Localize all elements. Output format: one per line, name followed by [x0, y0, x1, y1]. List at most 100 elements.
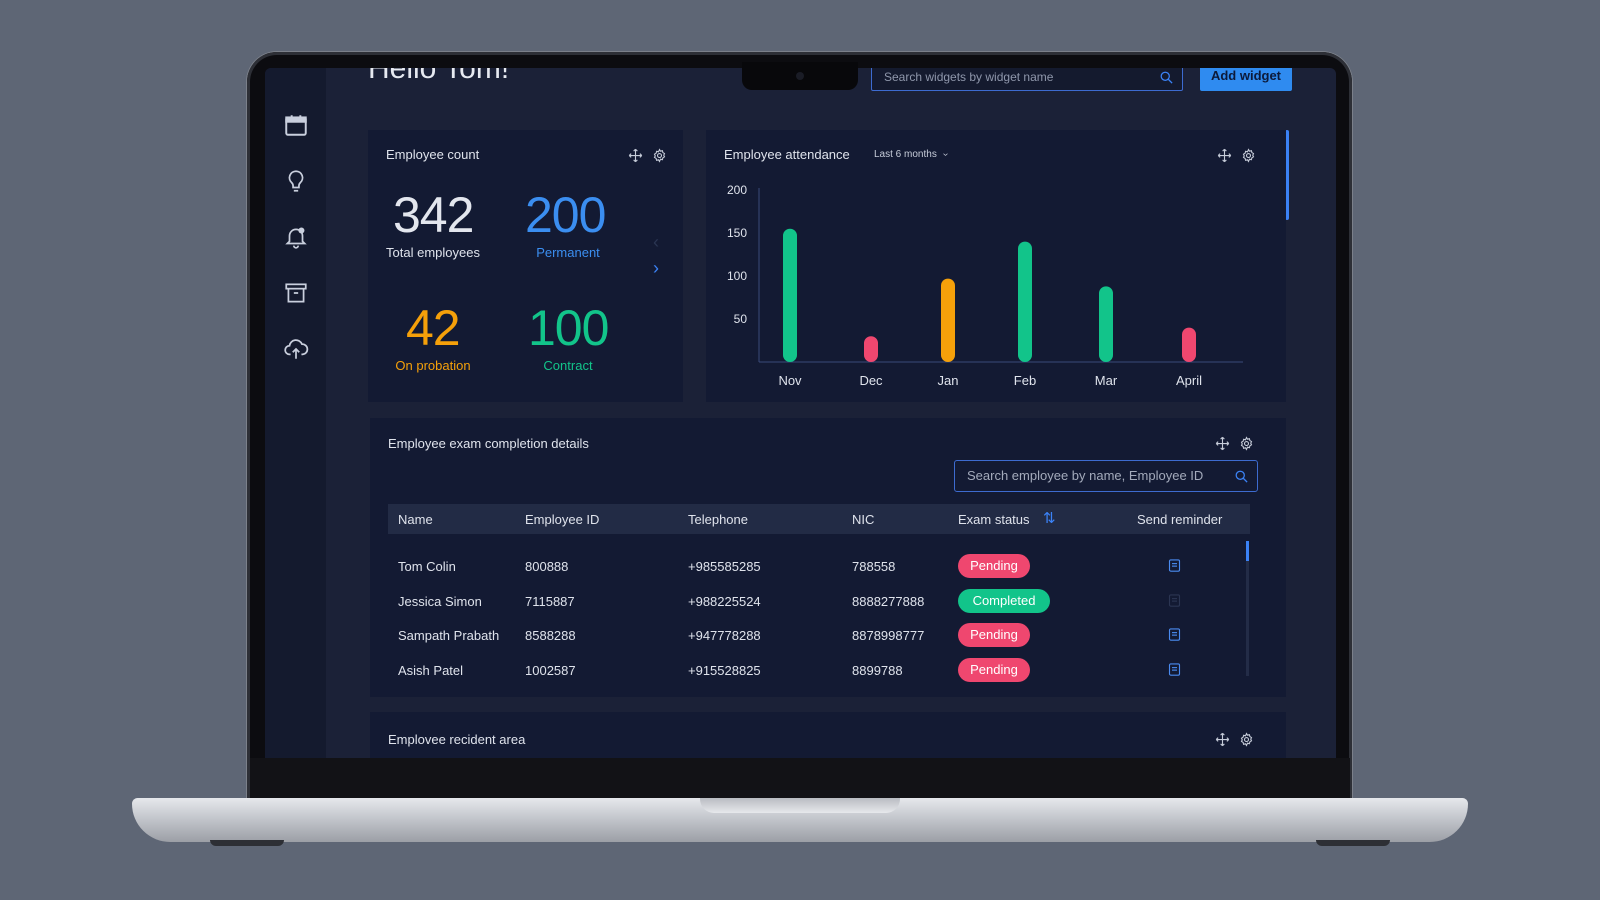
table-cell-phone: +915528825 [688, 662, 761, 678]
y-tick-label: 50 [734, 312, 748, 326]
gear-icon[interactable] [1241, 148, 1256, 163]
contract-label: Contract [543, 358, 593, 373]
widget-search-input[interactable]: Search widgets by widget name [871, 68, 1183, 91]
card-title: Emplovee recident area [388, 732, 526, 747]
y-tick-label: 200 [727, 183, 747, 197]
table-cell-phone: +985585285 [688, 559, 761, 574]
laptop-chin [250, 758, 1350, 798]
bar-mar[interactable] [1099, 286, 1113, 362]
laptop-foot [210, 840, 284, 846]
table-cell-id: 800888 [525, 559, 569, 574]
laptop-hinge [700, 798, 900, 813]
camera-notch [742, 62, 858, 90]
table-cell-id: 8588288 [525, 628, 576, 643]
page-title: Hello Tom! [368, 68, 510, 85]
table-cell-name: Asish Patel [398, 662, 464, 678]
screen: Hello Tom! Search widgets by widget name… [265, 68, 1336, 758]
table-row: Jessica Simon 7115887 +988225524 8888277888… [388, 587, 1250, 617]
table-cell-name: Tom Colin [398, 559, 456, 574]
widget-search-placeholder: Search widgets by widget name [884, 70, 1054, 84]
employee-count-card: Employee count 342 Total employees 200 P… [368, 130, 683, 402]
x-tick-label: Feb [1014, 373, 1036, 388]
move-icon[interactable] [628, 148, 643, 163]
table-cell-name: Sampath Prabath [398, 628, 500, 643]
column-header[interactable]: Send reminder [1137, 512, 1223, 527]
column-header[interactable]: Telephone [688, 512, 748, 527]
probation-value: 42 [406, 300, 461, 356]
table-cell-id: 1002587 [525, 662, 576, 678]
calendar-icon[interactable] [283, 112, 309, 138]
x-tick-label: Jan [938, 373, 959, 388]
resident-area-card: Emplovee recident area [370, 712, 1286, 758]
sort-icon[interactable]: ⇅ [1043, 510, 1056, 527]
cloud-upload-icon[interactable] [283, 336, 309, 362]
x-tick-label: Mar [1095, 373, 1118, 388]
column-header[interactable]: Employee ID [525, 512, 600, 527]
add-widget-button[interactable]: Add widget [1200, 68, 1292, 91]
table-header: Name Employee ID Telephone NIC Exam stat… [388, 504, 1250, 534]
chevron-right-icon[interactable]: › [653, 258, 659, 278]
bar-jan[interactable] [941, 278, 955, 362]
search-icon [1235, 470, 1248, 483]
table-row: Tom Colin 800888 +985585285 788558 Pending [388, 552, 1250, 582]
send-reminder-icon[interactable] [1167, 627, 1182, 642]
table-scrollbar[interactable] [1246, 541, 1249, 676]
send-reminder-icon[interactable] [1167, 558, 1182, 573]
gear-icon[interactable] [1239, 732, 1254, 747]
probation-label: On probation [395, 358, 471, 373]
exam-details-card: Employee exam completion details Search … [370, 418, 1286, 697]
bar-april[interactable] [1182, 327, 1196, 362]
card-title: Employee attendance [724, 147, 850, 162]
chevron-left-icon[interactable]: ‹ [653, 232, 659, 252]
table-row: Sampath Prabath 8588288 +947778288 88789987… [388, 621, 1250, 651]
sidebar [265, 68, 326, 758]
archive-icon[interactable] [283, 280, 309, 306]
bar-nov[interactable] [783, 228, 797, 362]
bar-feb[interactable] [1018, 241, 1032, 362]
x-tick-label: Nov [778, 373, 802, 388]
attendance-card: Employee attendance Last 6 months › 50 10… [706, 130, 1286, 402]
move-icon[interactable] [1215, 732, 1230, 747]
bell-icon[interactable] [283, 224, 309, 250]
status-badge: Pending [958, 657, 1030, 682]
x-tick-label: Dec [859, 373, 883, 388]
card-title: Employee exam completion details [388, 436, 589, 451]
bar-dec[interactable] [864, 336, 878, 362]
y-tick-label: 100 [727, 269, 747, 283]
column-header[interactable]: Exam status [958, 512, 1030, 527]
employee-search-input[interactable]: Search employee by name, Employee ID [954, 460, 1258, 492]
lightbulb-icon[interactable] [283, 168, 309, 194]
period-dropdown[interactable]: Last 6 months › [874, 149, 951, 160]
table-cell-phone: +988225524 [688, 593, 761, 609]
send-reminder-icon [1167, 593, 1182, 608]
status-badge: Completed [958, 588, 1050, 613]
table-cell-nic: 788558 [852, 559, 896, 574]
table-cell-name: Jessica Simon [398, 593, 482, 609]
status-badge: Pending [958, 623, 1030, 647]
period-dropdown-value: Last 6 months [874, 149, 937, 160]
y-tick-label: 150 [727, 226, 747, 240]
move-icon[interactable] [1215, 436, 1230, 451]
attendance-bar-chart: 50 100 150 200 Nov Dec Jan Feb Mar April [727, 183, 1243, 388]
card-title: Employee count [386, 147, 480, 162]
status-badge: Pending [958, 554, 1030, 578]
total-employees-label: Total employees [386, 245, 480, 260]
column-header[interactable]: Name [398, 512, 433, 527]
table-cell-nic: 8899788 [852, 662, 903, 678]
permanent-value: 200 [525, 187, 606, 243]
page-scrollbar[interactable] [1285, 130, 1289, 220]
table-cell-phone: +947778288 [688, 628, 761, 643]
gear-icon[interactable] [652, 148, 667, 163]
employee-search-placeholder: Search employee by name, Employee ID [967, 468, 1204, 483]
table-cell-nic: 8878998777 [852, 628, 925, 643]
search-icon [1160, 71, 1173, 84]
table-cell-nic: 8888277888 [852, 593, 925, 609]
laptop-foot [1316, 840, 1390, 846]
move-icon[interactable] [1217, 148, 1232, 163]
total-employees-value: 342 [393, 187, 474, 243]
column-header[interactable]: NIC [852, 512, 875, 527]
gear-icon[interactable] [1239, 436, 1254, 451]
scrollbar-thumb[interactable] [1246, 541, 1249, 561]
send-reminder-icon[interactable] [1167, 662, 1182, 677]
table-cell-id: 7115887 [525, 593, 575, 609]
